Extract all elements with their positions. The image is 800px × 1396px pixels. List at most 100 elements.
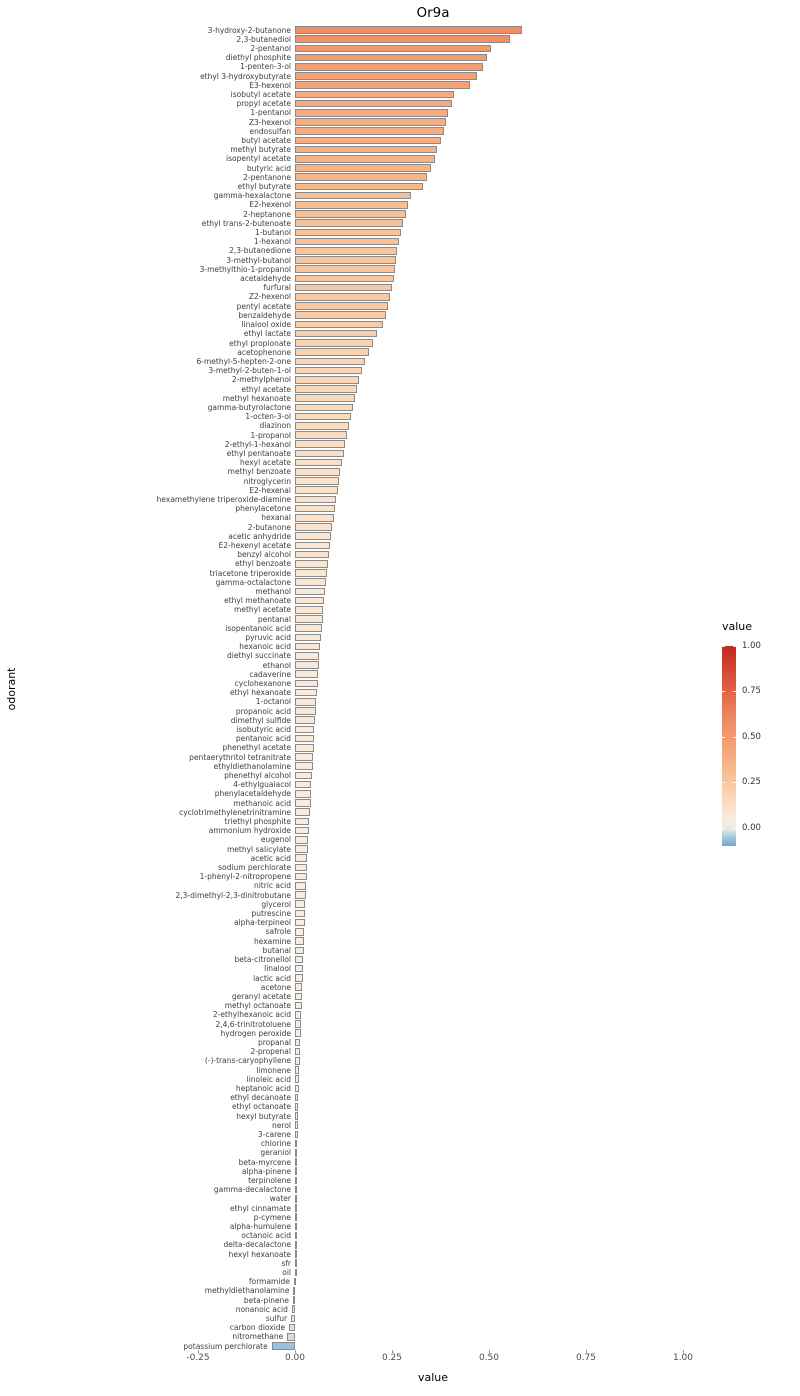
bar [291,1314,295,1323]
category-label: 1-octen-3-ol [245,412,291,422]
category-label: sulfur [265,1314,288,1324]
bar [295,882,307,890]
legend-tick-mark [722,736,725,738]
bar [295,35,511,43]
bar [295,974,303,982]
bar [295,293,391,301]
category-label: methyl octanoate [224,1001,291,1011]
category-label: nerol [272,1120,291,1130]
category-label: nonanoic acid [235,1304,288,1314]
category-label: 4-ethylguaiacol [233,780,291,790]
category-label: 1-phenyl-2-nitropropene [199,872,291,882]
bar [295,1259,297,1267]
category-label: furfural [263,283,291,293]
bar [295,762,313,771]
category-label: methyldiethanolamine [204,1286,290,1296]
legend-tick-mark [722,782,725,784]
category-label: propanoic acid [235,706,291,716]
category-label: ethyl propionate [229,338,291,348]
bar [295,320,383,329]
category-label: cyclotrimethylenetrinitramine [179,807,291,817]
bar [295,477,339,485]
bar [295,164,431,172]
category-label: geraniol [260,1148,291,1158]
bar [295,955,304,964]
x-tick-label: 1.00 [672,1353,694,1363]
legend-tick-mark [733,646,736,647]
category-label: delta-decalactone [223,1240,292,1250]
category-label: safrole [265,927,291,937]
bar [295,329,378,338]
category-label: hexyl butyrate [236,1111,291,1121]
bar [295,716,316,725]
bar [295,799,311,807]
bar [295,541,330,550]
bar [295,495,337,504]
bar [295,1158,297,1166]
category-label: formamide [248,1277,290,1287]
category-label: hexyl hexanoate [228,1249,291,1259]
bar [295,458,342,467]
category-label: 2,3-butanedione [229,246,291,256]
bar [295,118,447,126]
category-label: ethyl butyrate [237,182,291,192]
category-label: 2-propenal [250,1047,291,1057]
category-label: potassium perchlorate [183,1341,268,1351]
category-label: alpha-humulene [229,1221,291,1231]
bar [295,366,362,375]
category-label: 3-methyl-butanol [226,255,291,265]
category-label: 2,4,6-trinitrotoluene [215,1019,291,1029]
bar [295,559,328,568]
bar [295,771,313,780]
legend-tick-mark [733,827,736,829]
category-label: propanal [257,1037,291,1047]
category-label: 1-pentanol [250,108,291,118]
bar [295,909,306,918]
category-label: ethyl benzoate [234,559,291,569]
category-label: dimethyl sulfide [230,715,291,725]
bar [295,523,333,531]
bar [295,191,412,200]
category-label: water [269,1194,291,1204]
bar [295,449,344,458]
category-label: 1-butanol [255,228,291,238]
bar [295,661,319,669]
category-label: hexanal [261,513,291,523]
bar [295,440,346,448]
category-label: E3-hexenol [249,80,291,90]
category-label: ammonium hydroxide [208,826,291,836]
bar [295,63,484,71]
bar [295,817,310,826]
bar [295,173,427,182]
category-label: hexyl acetate [239,458,291,468]
bar [295,808,310,817]
category-label: beta-pinene [243,1295,290,1305]
bar [295,403,354,412]
bar [295,854,308,863]
bar [295,642,321,651]
bar [295,744,314,752]
bar [271,1342,295,1350]
category-label: gamma-hexalactone [213,191,291,201]
category-label: ethyl acetate [241,384,291,394]
category-label: 2,3-dimethyl-2,3-dinitrobutane [175,890,291,900]
category-label: acetic acid [250,853,291,863]
bar [295,504,335,513]
category-label: propyl acetate [236,99,291,109]
x-tick-mark [489,1350,490,1353]
bar [295,99,453,108]
category-label: lactic acid [253,973,291,983]
bar [295,283,392,292]
bar [295,891,306,899]
legend-tick-mark [722,827,725,829]
bar [295,302,389,310]
bar [295,624,322,632]
category-label: 2-pentanone [243,172,291,182]
category-label: beta-myrcene [238,1157,291,1167]
category-label: 2-methylphenol [231,375,291,385]
bar [295,1001,302,1010]
bar [295,1240,297,1249]
bar [295,983,303,991]
bar [295,182,424,191]
